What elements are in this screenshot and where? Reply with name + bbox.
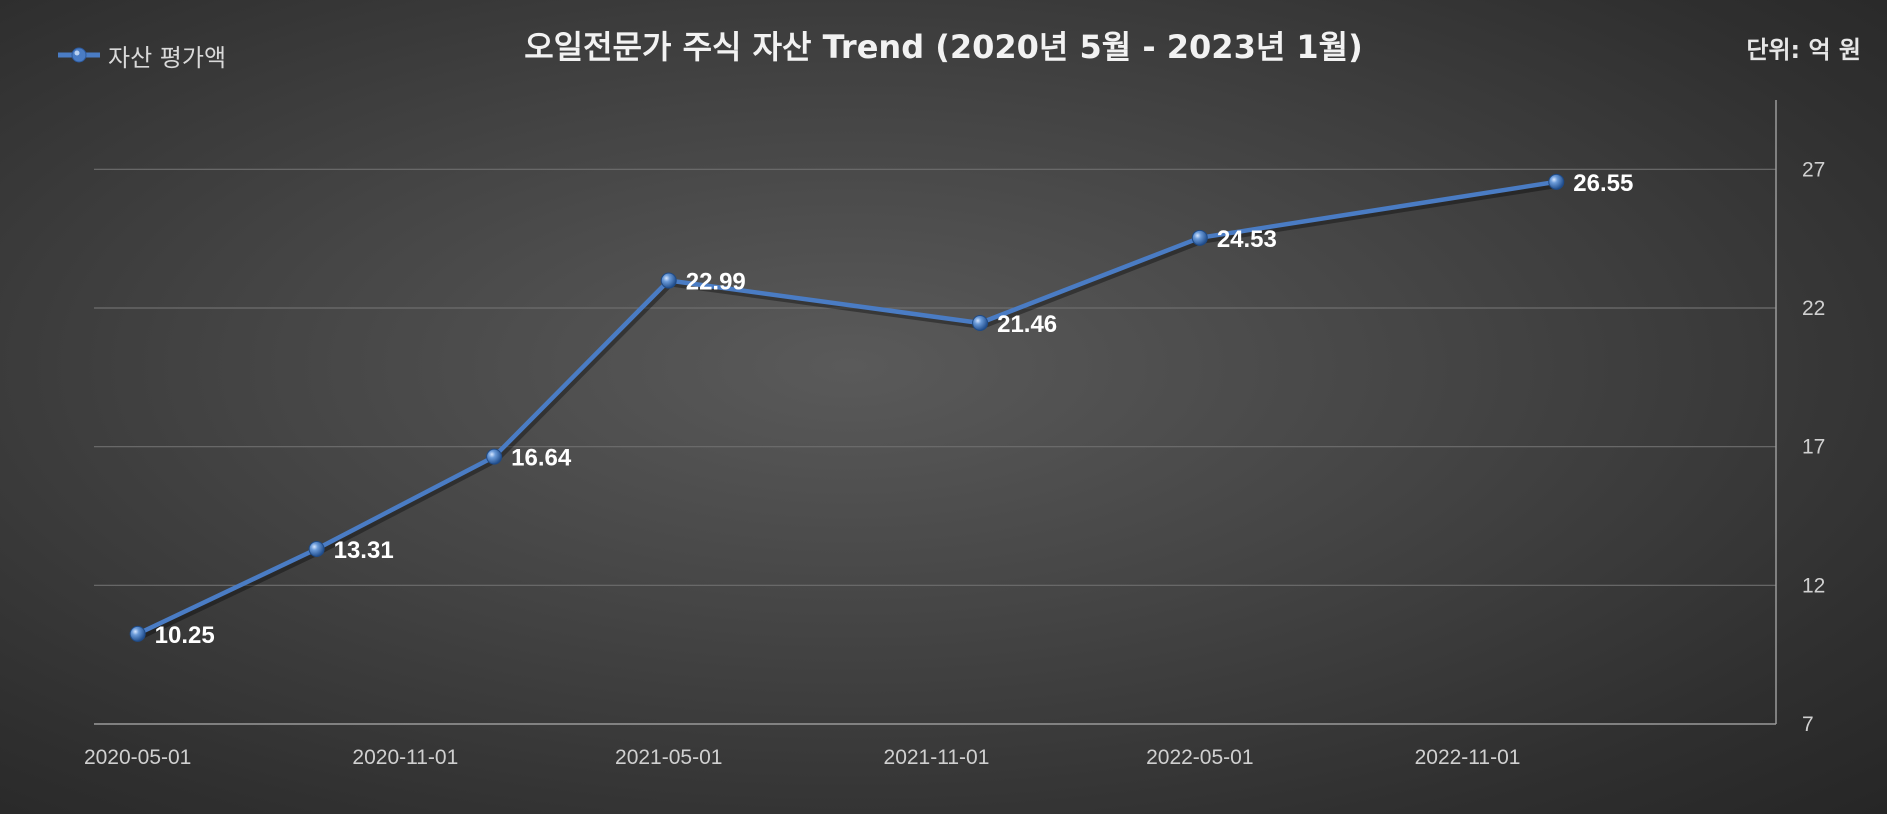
data-label: 22.99 <box>686 269 746 296</box>
data-label: 13.31 <box>334 537 394 564</box>
legend-label: 자산 평가액 <box>108 43 227 72</box>
x-tick-label: 2022-05-01 <box>1146 746 1253 769</box>
y-tick-label: 17 <box>1802 436 1825 459</box>
series-line-shadow <box>138 181 1559 640</box>
unit-label: 단위: 억 원 <box>1746 36 1861 64</box>
x-tick-label: 2020-11-01 <box>352 746 458 769</box>
legend-line-marker-icon <box>58 47 100 63</box>
data-point-marker <box>660 272 677 289</box>
x-tick-label: 2021-05-01 <box>615 746 722 769</box>
data-point-marker <box>972 314 989 331</box>
series-line <box>136 179 1557 636</box>
data-point-marker <box>1548 173 1565 190</box>
x-tick-label: 2020-05-01 <box>84 746 191 769</box>
data-label: 16.64 <box>511 445 572 472</box>
y-tick-label: 27 <box>1802 158 1825 181</box>
x-tick-label: 2021-11-01 <box>884 746 990 769</box>
x-tick-label: 2022-11-01 <box>1415 746 1521 769</box>
data-point-marker <box>486 448 503 465</box>
data-point-marker <box>308 541 325 558</box>
chart-title: 오일전문가 주식 자산 Trend (2020년 5월 - 2023년 1월) <box>524 28 1363 66</box>
data-label: 21.46 <box>997 311 1057 338</box>
legend: 자산 평가액 <box>56 40 227 72</box>
data-point-marker <box>129 625 146 642</box>
y-tick-label: 22 <box>1802 297 1825 320</box>
data-label: 10.25 <box>155 622 215 649</box>
data-label: 26.55 <box>1573 170 1633 197</box>
data-label: 24.53 <box>1217 226 1277 253</box>
y-tick-label: 7 <box>1802 713 1814 736</box>
data-point-marker <box>1191 229 1208 246</box>
y-tick-label: 12 <box>1802 574 1825 597</box>
